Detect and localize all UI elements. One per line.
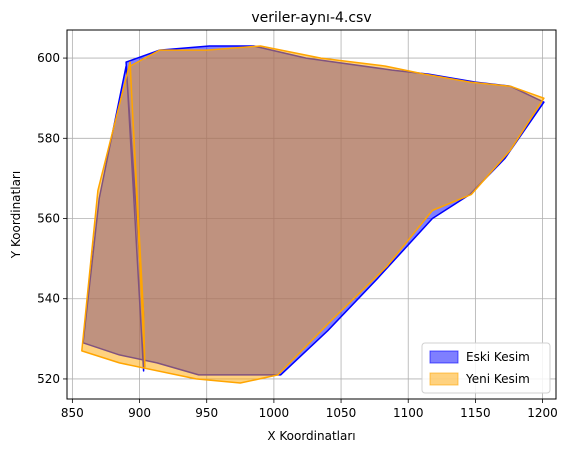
legend: Eski Kesim Yeni Kesim [421, 342, 551, 394]
series-layer [81, 45, 545, 384]
y-tick-label: 540 [37, 292, 60, 306]
x-tick-label: 1050 [326, 406, 357, 420]
series-polygon [81, 45, 545, 384]
y-tick-label: 560 [37, 212, 60, 226]
legend-swatch [429, 372, 459, 386]
ticks: 850 900 950 1000 1050 1100 1150 1200 520 540 560 58… [37, 51, 558, 420]
plot-frame [66, 29, 557, 400]
chart-title: veriler-aynı-4.csv [251, 10, 371, 26]
x-tick-label: 1200 [527, 406, 558, 420]
x-tick-label: 1150 [460, 406, 491, 420]
y-axis-label: Y Koordinatları [9, 171, 23, 259]
x-tick-label: 1000 [259, 406, 290, 420]
x-tick-label: 850 [61, 406, 84, 420]
x-axis-label: X Koordinatları [267, 429, 355, 443]
legend-label: Yeni Kesim [465, 372, 530, 386]
y-tick-label: 580 [37, 131, 60, 145]
legend-label: Eski Kesim [466, 350, 530, 364]
y-tick-label: 520 [37, 372, 60, 386]
series-yeni-kesim [81, 45, 545, 384]
x-tick-label: 900 [128, 406, 151, 420]
x-tick-label: 1100 [393, 406, 424, 420]
legend-swatch [429, 350, 459, 364]
y-tick-label: 600 [37, 51, 60, 65]
x-tick-label: 950 [195, 406, 218, 420]
